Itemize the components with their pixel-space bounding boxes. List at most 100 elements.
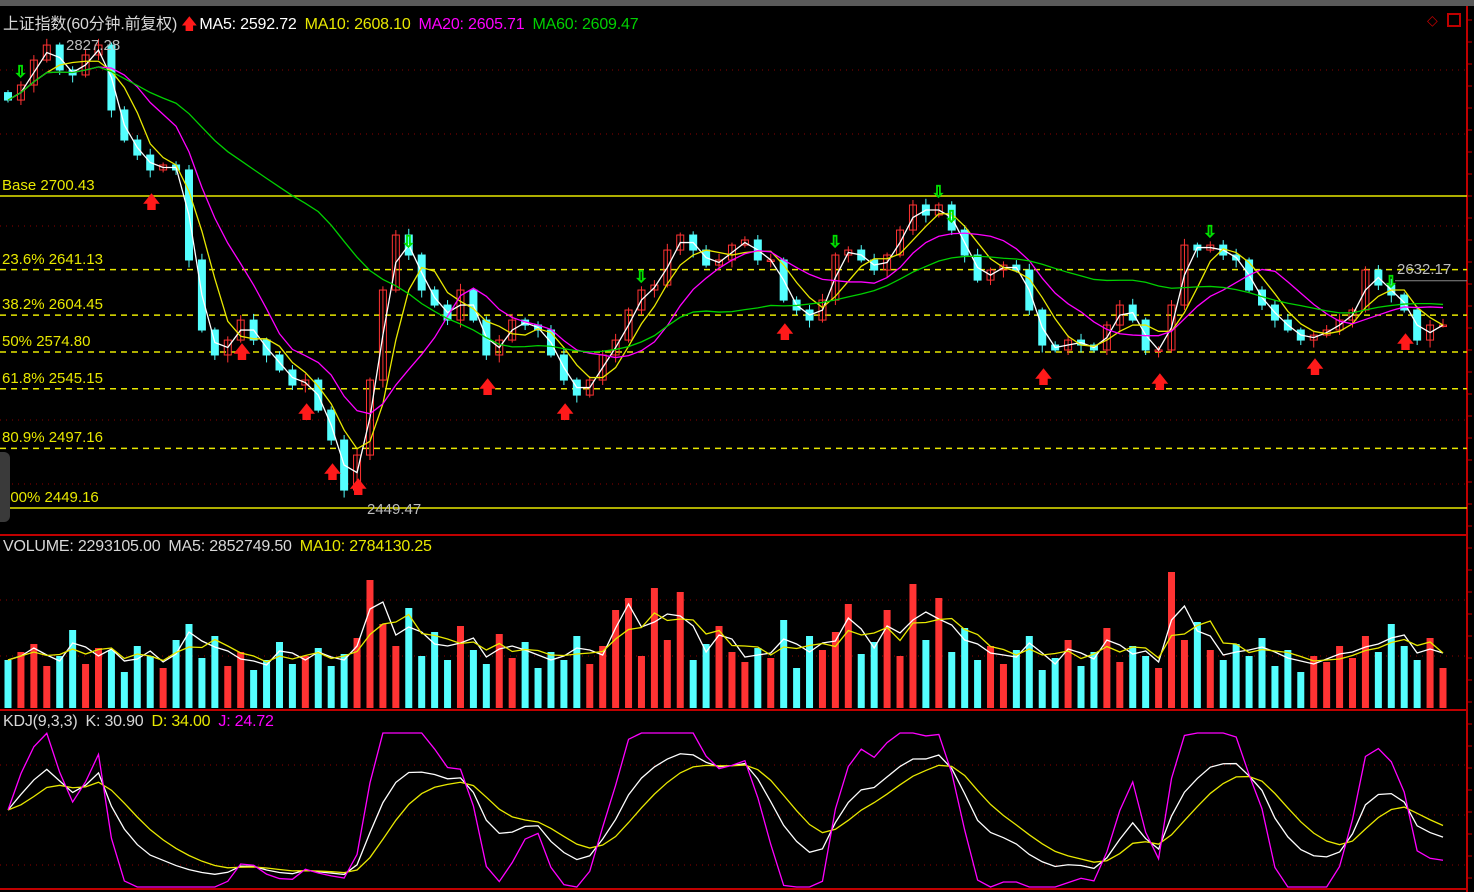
candle-body	[16, 84, 25, 101]
volume-bar	[948, 652, 956, 708]
volume-bar	[133, 646, 141, 708]
volume-ma5-line	[7, 601, 1444, 666]
volume-bar	[1219, 660, 1227, 708]
volume-bar	[444, 660, 452, 708]
volume-bar	[198, 658, 206, 708]
volume-bar	[314, 648, 322, 708]
volume-bar	[612, 610, 620, 708]
kdj-header: KDJ(9,3,3) K: 30.90 D: 34.00 J: 24.72	[3, 713, 282, 731]
window-top-border	[0, 0, 1474, 6]
fib-label: 100% 2449.16	[2, 489, 99, 506]
volume-bar	[1116, 662, 1124, 708]
volume-bar	[288, 664, 296, 708]
volume-bar	[224, 666, 232, 708]
candle-body	[1335, 319, 1344, 331]
candle-body	[301, 379, 310, 386]
ma5-value: MA5: 2592.72	[199, 16, 297, 33]
candle-body	[4, 92, 12, 101]
volume-bar	[340, 654, 348, 708]
kdj-d-value: D: 34.00	[151, 713, 211, 730]
volume-bar	[1387, 624, 1395, 708]
fib-label: 61.8% 2545.15	[2, 369, 103, 387]
volume-bar	[1090, 652, 1098, 708]
candle-body	[81, 54, 90, 76]
candle-body	[986, 269, 995, 281]
volume-bar	[1206, 650, 1214, 708]
volume-bar	[392, 646, 400, 708]
candle-body	[495, 339, 504, 356]
volume-bar	[1336, 646, 1344, 708]
volume-bar	[508, 658, 516, 708]
volume-bar	[379, 624, 387, 708]
volume-bar	[366, 580, 374, 708]
volume-bar	[987, 646, 995, 708]
volume-bar	[1155, 668, 1163, 708]
candle-body	[908, 204, 917, 231]
volume-bar	[482, 664, 490, 708]
candle-body	[353, 454, 362, 491]
kdj-k-value: K: 30.90	[85, 713, 144, 730]
volume-bar	[1323, 662, 1331, 708]
volume-bar	[663, 640, 671, 708]
buy-signal-arrow-icon: 🡅	[556, 402, 575, 422]
volume-bar	[1193, 622, 1201, 708]
volume-bar	[237, 652, 245, 708]
volume-header: VOLUME: 2293105.00 MA5: 2852749.50 MA10: 2…	[3, 538, 440, 556]
kdj-j-line	[7, 732, 1444, 888]
red-up-arrow-icon: 🡅	[181, 16, 198, 33]
diamond-icon[interactable]: ◇	[1427, 12, 1438, 28]
volume-bar	[418, 656, 426, 708]
volume-bar	[650, 588, 658, 708]
volume-bar	[1271, 666, 1279, 708]
volume-bar	[495, 634, 503, 708]
buy-signal-arrow-icon: 🡅	[776, 322, 795, 342]
sell-signal-arrow-icon: ⇩	[932, 184, 945, 201]
volume-bar	[1361, 636, 1369, 708]
volume-bar	[1245, 656, 1253, 708]
volume-bar	[1168, 572, 1176, 708]
volume-bar	[637, 656, 645, 708]
volume-bar	[870, 642, 878, 708]
buy-signal-arrow-icon: 🡅	[1396, 332, 1415, 352]
volume-bar	[250, 670, 258, 708]
volume-bar	[780, 620, 788, 708]
volume-bar	[263, 660, 271, 708]
volume-bar	[831, 632, 839, 708]
candle-body	[715, 259, 724, 266]
volume-bar	[1439, 668, 1447, 708]
candle-body	[844, 249, 853, 256]
volume-bar	[211, 636, 219, 708]
ma5-line	[7, 48, 1444, 474]
volume-bar	[818, 650, 826, 708]
volume-bar	[999, 664, 1007, 708]
volume-bar	[560, 660, 568, 708]
volume-bar	[728, 652, 736, 708]
volume-bar	[353, 638, 361, 708]
volume-bar	[159, 668, 167, 708]
left-scroll-handle[interactable]	[0, 452, 10, 522]
volume-bar	[625, 598, 633, 708]
volume-bar	[456, 626, 464, 708]
volume-bar	[1374, 652, 1382, 708]
volume-bar	[301, 656, 309, 708]
sell-signal-arrow-icon: ⇩	[402, 234, 415, 251]
candle-body	[1426, 324, 1435, 341]
panel-layout-icon[interactable]	[1447, 13, 1461, 27]
volume-bar	[1180, 640, 1188, 708]
volume-value: VOLUME: 2293105.00	[3, 538, 161, 555]
candle-body	[94, 44, 103, 56]
volume-bar	[741, 662, 749, 708]
volume-bar	[4, 660, 12, 708]
buy-signal-arrow-icon: 🡅	[142, 192, 161, 212]
candle-body	[883, 254, 892, 271]
volume-bar	[1142, 656, 1150, 708]
volume-bar	[1284, 650, 1292, 708]
high-price-marker: 2827.28	[66, 37, 121, 54]
volume-bar	[793, 668, 801, 708]
volume-bar	[1038, 670, 1046, 708]
candle-body	[508, 319, 517, 341]
candle-body	[391, 234, 400, 291]
candle-body	[624, 309, 633, 341]
candle-body	[818, 299, 827, 321]
